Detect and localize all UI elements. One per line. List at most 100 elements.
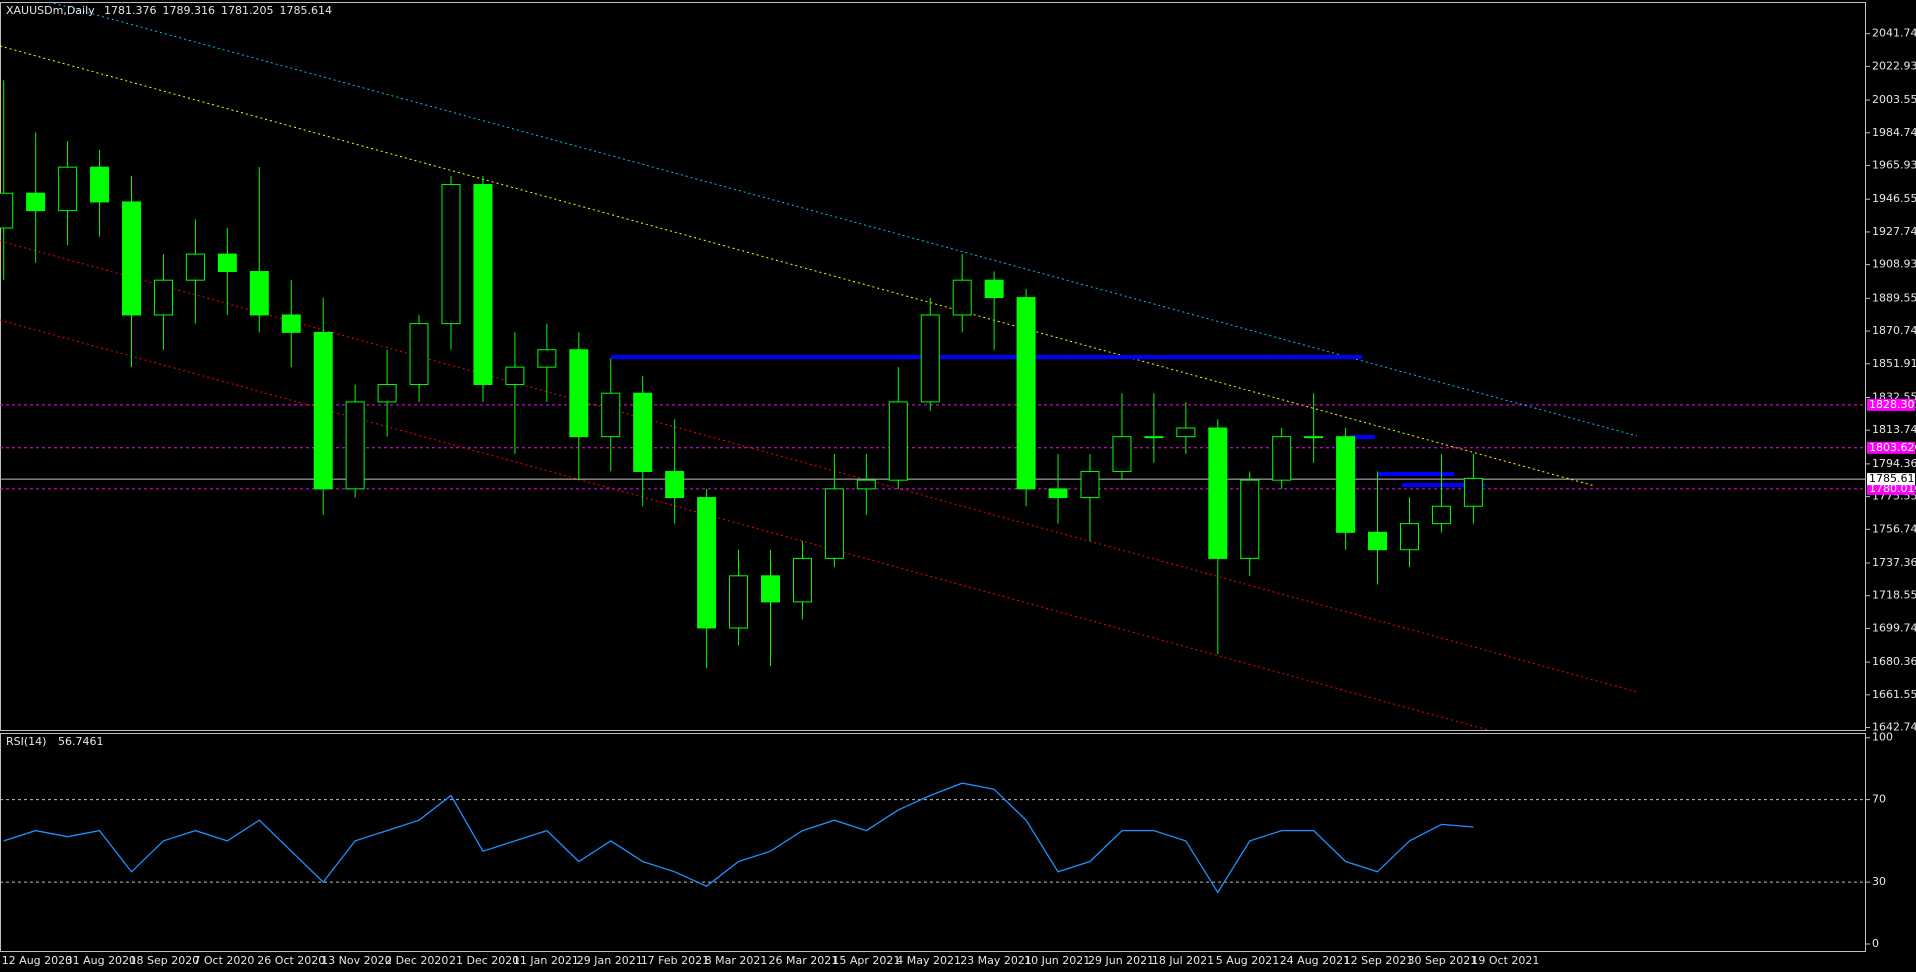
candle-body [1368,531,1388,551]
candle-body [217,253,237,272]
y-tick-label: 1984.740 [1872,126,1916,139]
x-tick-label: 11 Jan 2021 [513,954,579,967]
x-tick-label: 21 Dec 2020 [449,954,519,967]
candle-body [601,392,621,438]
candle-body [984,279,1004,299]
candle-body [665,470,685,499]
x-tick-label: 26 Mar 2021 [769,954,839,967]
header-value: 1781.205 [221,4,274,17]
candle-body [1304,436,1324,439]
candle-body [90,166,110,203]
y-tick-label: 0 [1872,937,1879,950]
candle-body [1016,297,1036,490]
x-tick-label: 24 Aug 2021 [1280,954,1350,967]
y-tick-label: 2003.550 [1872,93,1916,106]
candle-body [856,479,876,490]
y-tick-label: 1851.910 [1872,357,1916,370]
y-tick-label: 1737.360 [1872,556,1916,569]
candle-body [1240,479,1260,559]
candle-body [505,366,525,386]
candle-body [537,349,557,368]
candle-body [153,279,173,316]
level-label-bg [1867,441,1915,454]
y-tick-label: 1642.740 [1872,721,1916,734]
candle-body [729,575,749,629]
level-label: 1803.620 [1869,441,1916,454]
candle-body [313,331,333,490]
y-tick-label: 1699.740 [1872,621,1916,634]
candle-body [1463,477,1483,507]
x-tick-label: 18 Jul 2021 [1152,954,1214,967]
y-tick-label: 100 [1872,731,1893,744]
y-tick-label: 1794.360 [1872,457,1916,470]
candle-body [697,497,717,629]
candle-body [441,184,461,325]
y-tick-label: 1870.740 [1872,324,1916,337]
header-value: 1789.316 [163,4,216,17]
candle-body [473,184,493,386]
main-panel-frame [0,2,1866,731]
price-label: 1785.614 [1869,472,1916,485]
candle-body [888,401,908,481]
y-tick-label: 1813.740 [1872,423,1916,436]
x-tick-label: 18 Sep 2020 [130,954,200,967]
y-tick-label: 1908.930 [1872,258,1916,271]
candle-body [345,401,365,490]
candle-body [26,192,46,212]
candle-body [0,192,14,229]
x-tick-label: 10 Jun 2021 [1024,954,1090,967]
candle-body [1208,427,1228,559]
y-tick-label: 1680.360 [1872,655,1916,668]
x-tick-label: 13 Nov 2020 [321,954,391,967]
y-tick-label: 70 [1872,793,1886,806]
x-tick-label: 5 Aug 2021 [1216,954,1279,967]
candle-body [920,314,940,403]
price-label-bg [1867,473,1915,486]
rsi-line [3,782,1474,894]
level-label-bg [1867,398,1915,411]
header-value: 1785.614 [280,4,333,17]
level-label: 1828.305 [1869,398,1916,411]
y-tick-label: 30 [1872,875,1886,888]
y-tick-label: 2022.930 [1872,59,1916,72]
candle-body [185,253,205,281]
header-value: 1781.376 [104,4,157,17]
y-tick-label: 1756.740 [1872,522,1916,535]
x-tick-label: 23 May 2021 [960,954,1032,967]
y-tick-label: 1661.550 [1872,688,1916,701]
rsi-panel-frame [0,733,1866,952]
x-tick-label: 17 Feb 2021 [641,954,709,967]
candle-body [1336,436,1356,533]
candle-body [569,349,589,438]
trendline [0,319,1489,731]
symbol-title: XAUUSDm,Daily [6,4,95,17]
x-tick-label: 26 Oct 2020 [257,954,325,967]
candle-body [1272,436,1292,481]
candle-body [249,270,269,316]
candle-body [633,392,653,472]
candle-body [1048,488,1068,499]
x-tick-label: 7 Oct 2020 [193,954,254,967]
candle-body [1112,436,1132,472]
trendline [48,1,1638,437]
trendline [0,45,1596,487]
y-tick-label: 1946.550 [1872,192,1916,205]
y-tick-label: 2041.740 [1872,27,1916,40]
candle-body [761,575,780,603]
candle-body [792,557,812,603]
candle-body [409,323,429,386]
x-tick-label: 15 Apr 2021 [832,954,900,967]
candle-body [122,201,141,316]
x-tick-label: 8 Mar 2021 [705,954,768,967]
rsi-value: 56.7461 [58,735,104,748]
y-tick-label: 1889.550 [1872,291,1916,304]
candle-body [377,384,397,403]
x-tick-label: 29 Jan 2021 [577,954,643,967]
x-tick-label: 30 Sep 2021 [1408,954,1478,967]
candle-body [1431,505,1451,525]
candle-body [281,314,301,333]
